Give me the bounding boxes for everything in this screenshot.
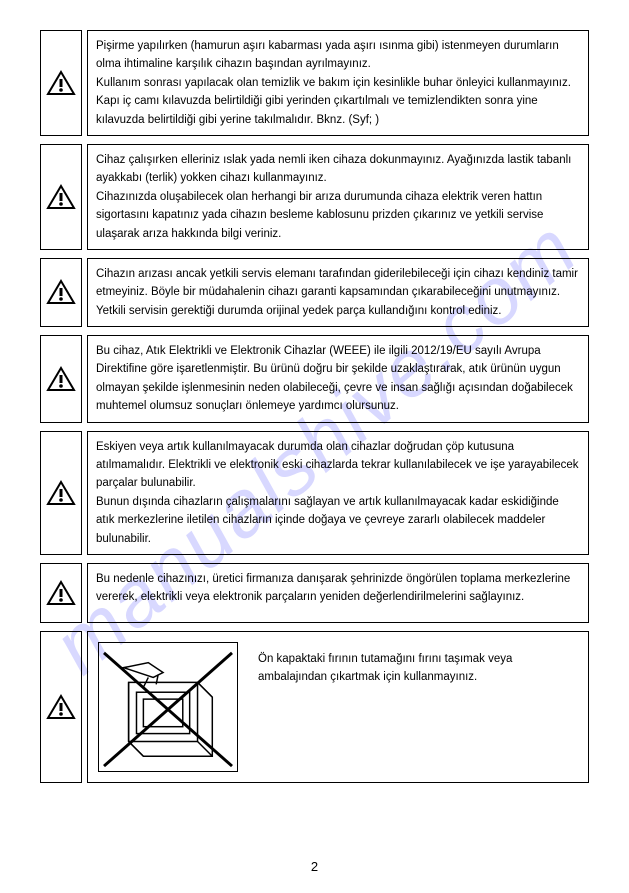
warning-row: Bu nedenle cihazınızı, üretici firmanıza… — [40, 563, 589, 623]
warning-row: Cihazın arızası ancak yetkili servis ele… — [40, 258, 589, 327]
warning-icon — [46, 580, 76, 606]
warning-row: Pişirme yapılırken (hamurun aşırı kabarm… — [40, 30, 589, 136]
warning-text: Pişirme yapılırken (hamurun aşırı kabarm… — [87, 30, 589, 136]
warning-icon — [46, 694, 76, 720]
warning-icon-cell — [40, 30, 82, 136]
warning-text: Cihazın arızası ancak yetkili servis ele… — [87, 258, 589, 327]
image-warning-row: Ön kapaktaki fırının tutamağını fırını t… — [40, 631, 589, 783]
warning-row: Eskiyen veya artık kullanılmayacak durum… — [40, 431, 589, 555]
warning-icon-cell — [40, 144, 82, 250]
warning-icon — [46, 480, 76, 506]
warning-text: Eskiyen veya artık kullanılmayacak durum… — [87, 431, 589, 555]
warning-icon-cell — [40, 563, 82, 623]
warning-row: Cihaz çalışırken elleriniz ıslak yada ne… — [40, 144, 589, 250]
image-warning-content: Ön kapaktaki fırının tutamağını fırını t… — [87, 631, 589, 783]
page-number: 2 — [311, 857, 318, 878]
warning-text: Bu nedenle cihazınızı, üretici firmanıza… — [87, 563, 589, 623]
warning-icon — [46, 70, 76, 96]
warning-icon — [46, 366, 76, 392]
warning-icon — [46, 279, 76, 305]
warning-icon-cell — [40, 335, 82, 423]
warning-icon — [46, 184, 76, 210]
warning-icon-cell — [40, 431, 82, 555]
warning-icon-cell — [40, 258, 82, 327]
image-warning-text: Ön kapaktaki fırının tutamağını fırını t… — [258, 642, 578, 687]
warning-icon-cell — [40, 631, 82, 783]
appliance-illustration — [98, 642, 238, 772]
warning-text: Bu cihaz, Atık Elektrikli ve Elektronik … — [87, 335, 589, 423]
warning-text: Cihaz çalışırken elleriniz ıslak yada ne… — [87, 144, 589, 250]
warning-row: Bu cihaz, Atık Elektrikli ve Elektronik … — [40, 335, 589, 423]
